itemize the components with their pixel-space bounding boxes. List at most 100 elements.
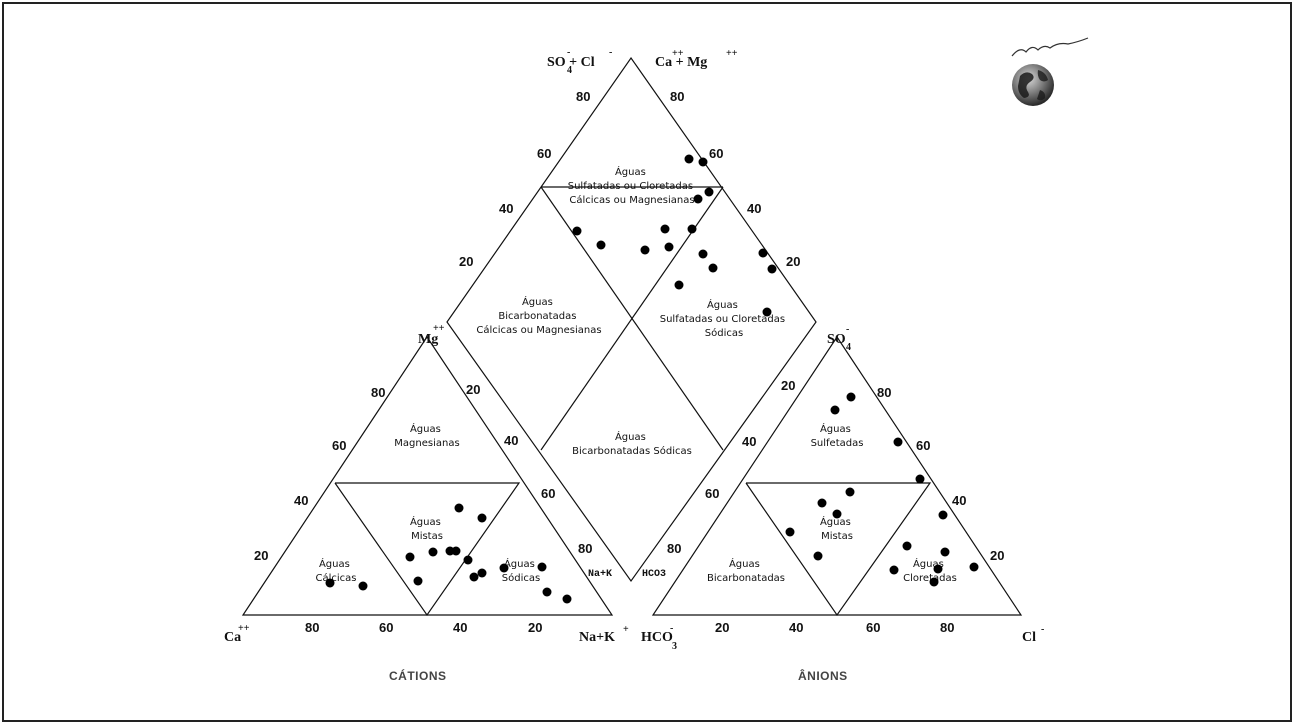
tick-label: 80 — [578, 541, 592, 556]
data-point — [832, 509, 842, 519]
tick-label: 60 — [379, 620, 393, 635]
cation-sodicas-label: Águas Sódicas — [502, 557, 540, 584]
cation-triangle — [241, 335, 614, 617]
label-nak-inner: Na+K — [588, 569, 612, 580]
tick-label: 40 — [499, 201, 513, 216]
svg-text:SO + Cl: SO + Cl — [547, 55, 595, 70]
tick-label: 80 — [576, 89, 590, 104]
data-point — [477, 568, 487, 578]
tick-label: 40 — [952, 493, 966, 508]
data-point — [463, 555, 473, 565]
svg-text:Mg: Mg — [418, 332, 438, 347]
diamond-left-label: Águas Bicarbonatadas Cálcicas ou Magnesi… — [476, 295, 601, 336]
label-hco3: HCO - 3 — [641, 623, 677, 652]
data-point — [451, 546, 461, 556]
tick-label: 40 — [504, 433, 518, 448]
cation-magnesianas-label: Águas Magnesianas — [394, 422, 459, 449]
svg-text:++: ++ — [672, 48, 684, 59]
tick-label: 80 — [305, 620, 319, 635]
globe-logo — [1011, 37, 1089, 106]
tick-label: 20 — [786, 254, 800, 269]
data-point — [845, 487, 855, 497]
tick-label: 80 — [940, 620, 954, 635]
tick-label: 40 — [742, 434, 756, 449]
data-point — [813, 551, 823, 561]
diamond-outline — [446, 56, 817, 583]
svg-text:++: ++ — [726, 48, 738, 59]
anion-bottom-ticks: 20 40 60 80 — [715, 620, 954, 635]
diamond-lower-left-ticks: 20 40 60 80 — [466, 382, 592, 556]
data-point — [499, 563, 509, 573]
data-point — [758, 248, 768, 258]
cations-caption: CÁTIONS — [389, 668, 447, 683]
tick-label: 40 — [294, 493, 308, 508]
data-point — [830, 405, 840, 415]
diamond-right-ticks: 80 60 40 20 — [670, 89, 800, 269]
data-point — [938, 510, 948, 520]
data-points — [325, 154, 979, 604]
data-point — [562, 594, 572, 604]
svg-text:3: 3 — [672, 641, 677, 652]
tick-label: 80 — [371, 385, 385, 400]
svg-text:Ca + Mg: Ca + Mg — [655, 55, 707, 70]
data-point — [969, 562, 979, 572]
data-point — [660, 224, 670, 234]
data-point — [704, 187, 714, 197]
data-point — [902, 541, 912, 551]
tick-label: 40 — [789, 620, 803, 635]
svg-text:Na+K: Na+K — [579, 630, 615, 645]
diamond-lower-right-ticks: 20 40 60 80 — [667, 378, 795, 556]
label-so4-cl: SO + Cl - 4 - — [547, 47, 612, 76]
data-point — [542, 587, 552, 597]
tick-label: 20 — [990, 548, 1004, 563]
data-point — [684, 154, 694, 164]
anion-bicarbonatadas-label: Águas Bicarbonatadas — [707, 557, 785, 584]
data-point — [596, 240, 606, 250]
label-cl: Cl - — [1022, 624, 1044, 645]
data-point — [640, 245, 650, 255]
data-point — [537, 562, 547, 572]
data-point — [889, 565, 899, 575]
svg-text:++: ++ — [433, 323, 445, 334]
svg-text:4: 4 — [567, 65, 572, 76]
data-point — [454, 503, 464, 513]
anions-caption: ÂNIONS — [798, 668, 848, 683]
tick-label: 20 — [459, 254, 473, 269]
data-point — [428, 547, 438, 557]
svg-text:++: ++ — [238, 623, 250, 634]
data-point — [915, 474, 925, 484]
label-hco3-inner: HCO3 — [642, 569, 666, 580]
svg-text:-: - — [670, 623, 673, 634]
tick-label: 20 — [466, 382, 480, 397]
svg-text:Ca: Ca — [224, 630, 241, 645]
svg-text:4: 4 — [846, 342, 851, 353]
svg-text:SO: SO — [827, 332, 846, 347]
data-point — [664, 242, 674, 252]
tick-label: 60 — [709, 146, 723, 161]
tick-label: 20 — [781, 378, 795, 393]
diamond-bottom-label: Águas Bicarbonatadas Sódicas — [572, 430, 692, 457]
tick-label: 60 — [332, 438, 346, 453]
svg-text:-: - — [609, 47, 612, 58]
anion-right-ticks: 80 60 40 20 — [877, 385, 1004, 563]
data-point — [785, 527, 795, 537]
cation-calcicas-label: Águas Cálcicas — [315, 557, 356, 584]
data-point — [846, 392, 856, 402]
data-point — [762, 307, 772, 317]
data-point — [405, 552, 415, 562]
tick-label: 60 — [916, 438, 930, 453]
label-so4: SO - 4 — [827, 324, 851, 353]
tick-label: 80 — [667, 541, 681, 556]
tick-label: 60 — [541, 486, 555, 501]
data-point — [693, 194, 703, 204]
data-point — [767, 264, 777, 274]
data-point — [929, 577, 939, 587]
data-point — [708, 263, 718, 273]
data-point — [687, 224, 697, 234]
svg-text:HCO: HCO — [641, 630, 673, 645]
anion-sulfetadas-label: Águas Sulfetadas — [811, 422, 864, 449]
tick-label: 20 — [715, 620, 729, 635]
data-point — [817, 498, 827, 508]
tick-label: 20 — [528, 620, 542, 635]
